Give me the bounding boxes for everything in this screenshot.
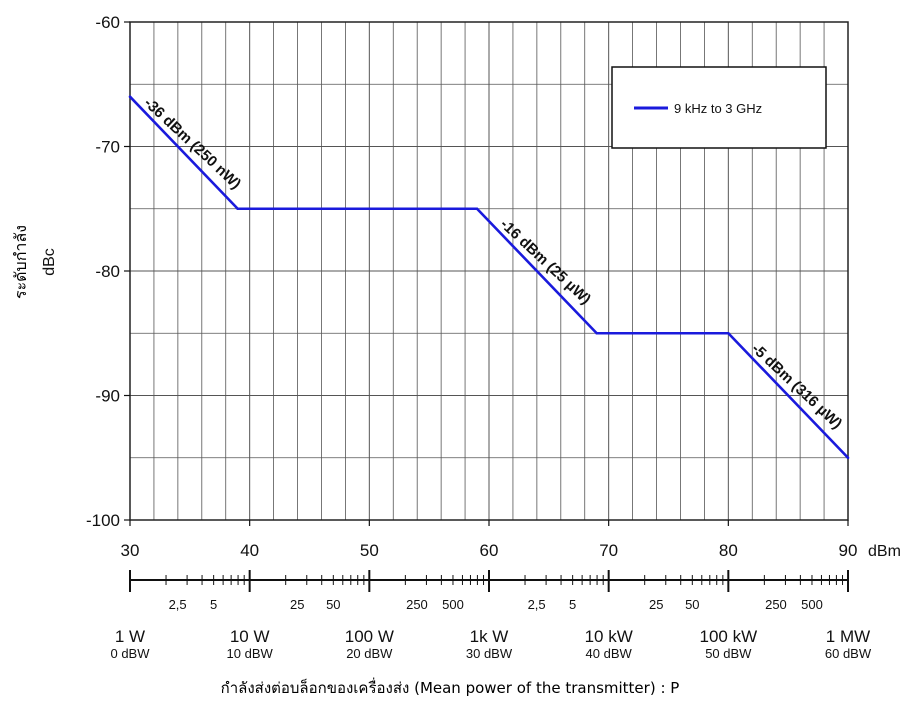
power-dbw-label: 20 dBW xyxy=(346,646,393,661)
annotation-label: -5 dBm (316 µW) xyxy=(748,340,845,432)
power-dbw-label: 30 dBW xyxy=(466,646,513,661)
x-tick-label: 80 xyxy=(719,541,738,560)
y-tick-label: -60 xyxy=(95,13,120,32)
series-point xyxy=(595,331,598,335)
series-point xyxy=(475,207,479,211)
power-minor-label: 250 xyxy=(406,597,428,612)
x-tick-label: 30 xyxy=(121,541,140,560)
series-layer xyxy=(128,95,850,460)
power-dbw-label: 60 dBW xyxy=(825,646,872,661)
power-watts-label: 1k W xyxy=(470,627,509,646)
x-tick-label: 90 xyxy=(839,541,858,560)
x-tick-label: 50 xyxy=(360,541,379,560)
x-tick-label: 70 xyxy=(599,541,618,560)
series-line xyxy=(129,95,849,459)
y-axis: -60 -70 -80 -90 -100 xyxy=(86,13,130,530)
x-tick-label: 60 xyxy=(480,541,499,560)
power-minor-label: 25 xyxy=(649,597,663,612)
power-minor-label: 25 xyxy=(290,597,304,612)
power-watts-label: 100 kW xyxy=(700,627,758,646)
series-point xyxy=(846,456,850,460)
power-minor-label: 5 xyxy=(569,597,576,612)
power-dbw-label: 0 dBW xyxy=(110,646,150,661)
y-axis-label-thai: ระดับกำลัง xyxy=(11,225,30,299)
power-minor-label: 50 xyxy=(326,597,340,612)
power-minor-label: 250 xyxy=(765,597,787,612)
x-axis-unit: dBm xyxy=(868,543,901,560)
power-minor-label: 500 xyxy=(442,597,464,612)
x-axis-label-thai: กำลังส่งต่อบล็อกของเครื่องส่ง (Mean powe… xyxy=(221,677,680,697)
y-tick-label: -70 xyxy=(95,138,120,157)
power-watts-label: 100 W xyxy=(345,627,394,646)
power-watts-label: 10 W xyxy=(230,627,270,646)
power-dbw-label: 50 dBW xyxy=(705,646,752,661)
y-tick-label: -100 xyxy=(86,511,120,530)
x-tick-label: 40 xyxy=(240,541,259,560)
series-point xyxy=(128,95,132,98)
legend: 9 kHz to 3 GHz xyxy=(611,66,827,149)
series-point xyxy=(727,331,730,335)
power-minor-label: 2,5 xyxy=(169,597,187,612)
y-tick-label: -90 xyxy=(95,387,120,406)
x-axis: 30 40 50 60 70 80 90 xyxy=(121,520,858,560)
legend-label: 9 kHz to 3 GHz xyxy=(674,101,762,116)
y-axis-label: dBc xyxy=(41,248,58,276)
y-tick-label: -80 xyxy=(95,262,120,281)
annotation-label: -16 dBm (25 µW) xyxy=(497,216,594,308)
series-point xyxy=(236,207,239,211)
power-dbw-label: 40 dBW xyxy=(586,646,633,661)
power-axis: 1 W0 dBW 10 W10 dBW 100 W20 dBW 1k W30 dBW 1… xyxy=(110,570,872,661)
annotation-label: -36 dBm (250 nW) xyxy=(141,94,245,192)
power-minor-label: 50 xyxy=(685,597,699,612)
power-minor-label: 2,5 xyxy=(528,597,546,612)
power-minor-label: 500 xyxy=(801,597,823,612)
power-minor-label: 5 xyxy=(210,597,217,612)
power-watts-label: 1 W xyxy=(115,627,145,646)
power-watts-label: 10 kW xyxy=(585,627,633,646)
power-dbw-label: 10 dBW xyxy=(227,646,274,661)
power-watts-label: 1 MW xyxy=(826,627,870,646)
